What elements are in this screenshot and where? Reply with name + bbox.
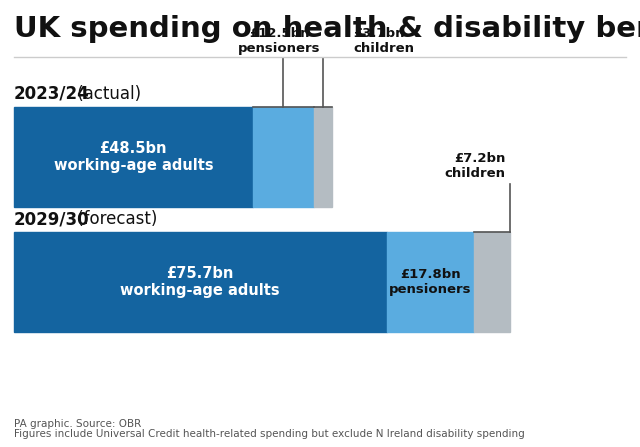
Text: (actual): (actual) — [72, 85, 141, 103]
Text: £12.5bn
pensioners: £12.5bn pensioners — [238, 27, 321, 55]
Text: £48.5bn
working-age adults: £48.5bn working-age adults — [54, 141, 213, 173]
Text: £17.8bn
pensioners: £17.8bn pensioners — [389, 268, 472, 296]
Bar — [314, 107, 332, 207]
Text: £75.7bn
working-age adults: £75.7bn working-age adults — [120, 266, 280, 298]
Text: 2023/24: 2023/24 — [14, 85, 90, 103]
Text: £3.7bn
children: £3.7bn children — [353, 27, 414, 55]
Bar — [474, 232, 509, 332]
Text: PA graphic. Source: OBR: PA graphic. Source: OBR — [14, 419, 141, 429]
Bar — [14, 232, 387, 332]
Text: Figures include Universal Credit health-related spending but exclude N Ireland d: Figures include Universal Credit health-… — [14, 429, 525, 439]
Bar — [14, 107, 253, 207]
Text: UK spending on health & disability benefits: UK spending on health & disability benef… — [14, 15, 640, 43]
Text: 2029/30: 2029/30 — [14, 210, 90, 228]
Text: £7.2bn
children: £7.2bn children — [445, 152, 506, 180]
Bar — [387, 232, 474, 332]
Text: (forecast): (forecast) — [72, 210, 157, 228]
Bar — [253, 107, 314, 207]
